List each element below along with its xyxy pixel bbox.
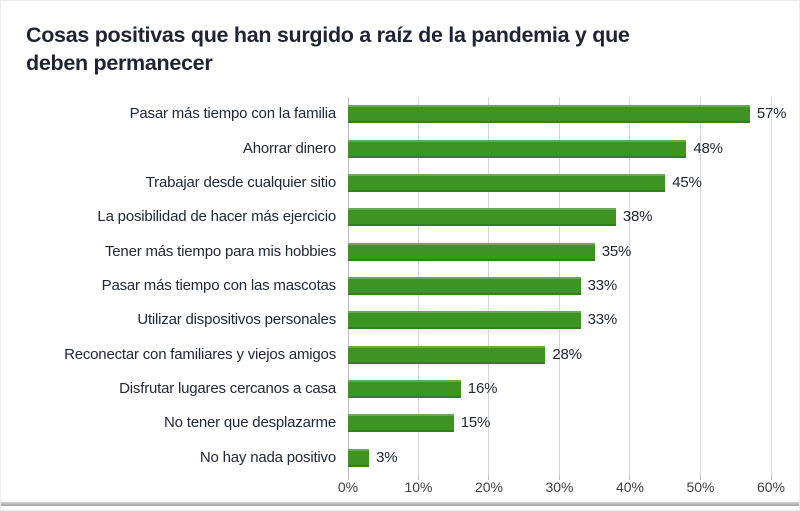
bar bbox=[348, 173, 666, 192]
x-axis: 0% 10% 20% 30% 40% 50% 60% bbox=[338, 479, 785, 499]
tick-mark bbox=[700, 475, 701, 480]
x-tick-label: 0% bbox=[337, 479, 359, 495]
bar bbox=[348, 345, 546, 364]
x-tick-label: 20% bbox=[474, 479, 503, 495]
value-label: 33% bbox=[587, 277, 618, 294]
value-label: 45% bbox=[672, 173, 702, 191]
value-label: 28% bbox=[552, 345, 582, 363]
value-label: 35% bbox=[601, 242, 632, 260]
category-label: Utilizar dispositivos personales bbox=[137, 311, 336, 329]
value-label: 33% bbox=[587, 311, 618, 329]
category-label: Pasar más tiempo con las mascotas bbox=[101, 277, 337, 294]
tick-mark bbox=[559, 475, 560, 480]
bar bbox=[348, 311, 581, 330]
value-label: 57% bbox=[756, 105, 787, 123]
value-label: 48% bbox=[693, 139, 723, 157]
category-label: Tener más tiempo para mis hobbies bbox=[104, 242, 336, 260]
bar bbox=[348, 105, 750, 124]
x-tick-label: 40% bbox=[615, 479, 644, 495]
bar bbox=[348, 277, 581, 295]
x-tick-label: 60% bbox=[756, 479, 786, 495]
gridline bbox=[770, 97, 772, 475]
x-tick-label: 30% bbox=[545, 479, 574, 495]
category-label: Trabajar desde cualquier sitio bbox=[145, 173, 336, 191]
bar bbox=[348, 380, 461, 399]
plot-area: 57% 48% 45% 38% 35% 33% 33% 28% 16% 15% 3% bbox=[347, 97, 786, 480]
value-label: 16% bbox=[467, 380, 498, 398]
category-label: Ahorrar dinero bbox=[242, 139, 336, 157]
category-label: Pasar más tiempo con la familia bbox=[129, 105, 337, 123]
value-label: 38% bbox=[622, 208, 653, 226]
gridline bbox=[700, 97, 701, 475]
chart-title-line2: deben permanecer bbox=[26, 51, 213, 75]
bar bbox=[348, 139, 687, 158]
tick-mark bbox=[770, 475, 772, 480]
gridline bbox=[629, 97, 631, 475]
x-tick-label: 50% bbox=[686, 479, 715, 495]
window-bottom-edge bbox=[1, 502, 799, 506]
value-label: 3% bbox=[376, 448, 398, 466]
category-label: Disfrutar lugares cercanos a casa bbox=[119, 380, 336, 398]
category-label: No tener que desplazarme bbox=[164, 414, 336, 432]
tick-mark bbox=[629, 475, 631, 480]
bar bbox=[348, 242, 595, 261]
bar bbox=[348, 208, 616, 227]
tick-mark bbox=[417, 475, 419, 480]
x-tick-label: 10% bbox=[404, 479, 433, 495]
chart-title: Cosas positivas que han surgido a raíz d… bbox=[26, 21, 786, 77]
tick-mark bbox=[488, 475, 490, 480]
category-axis: Pasar más tiempo con la familia Ahorrar d… bbox=[1, 97, 342, 475]
bar bbox=[348, 414, 454, 433]
tick-mark bbox=[347, 475, 349, 480]
category-label: La posibilidad de hacer más ejercicio bbox=[97, 208, 336, 226]
chart-title-line1: Cosas positivas que han surgido a raíz d… bbox=[26, 23, 630, 47]
category-label: Reconectar con familiares y viejos amigo… bbox=[64, 345, 336, 363]
bar bbox=[348, 448, 370, 467]
value-label: 15% bbox=[460, 414, 491, 432]
category-label: No hay nada positivo bbox=[199, 448, 336, 466]
